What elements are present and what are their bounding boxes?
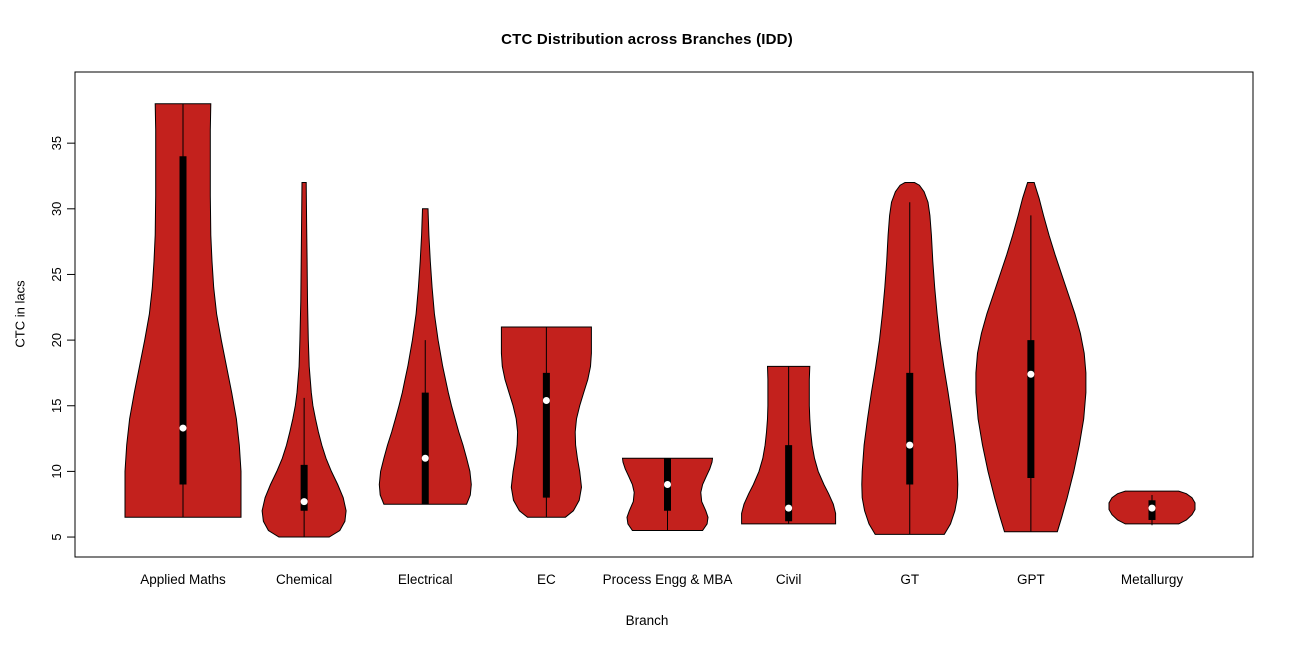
median-dot-gt bbox=[906, 441, 914, 449]
median-dot-civil bbox=[785, 504, 793, 512]
median-dot-metallurgy bbox=[1148, 504, 1156, 512]
x-category-label-chemical: Chemical bbox=[276, 572, 332, 587]
x-category-label-civil: Civil bbox=[776, 572, 802, 587]
median-dot-ec bbox=[542, 396, 550, 404]
median-dot-process-engg-mba bbox=[664, 481, 671, 489]
median-dot-electrical bbox=[421, 454, 429, 462]
violin-chemical bbox=[261, 182, 347, 538]
median-dot-applied-maths bbox=[179, 424, 187, 432]
x-category-label-electrical: Electrical bbox=[398, 572, 453, 587]
y-tick-label: 35 bbox=[49, 136, 64, 150]
y-tick-label: 20 bbox=[49, 333, 64, 347]
y-tick-label: 25 bbox=[49, 267, 64, 281]
y-tick-label: 10 bbox=[49, 464, 64, 478]
x-category-label-process-engg-mba: Process Engg & MBA bbox=[603, 572, 733, 587]
y-tick-label: 30 bbox=[49, 202, 64, 216]
median-dot-chemical bbox=[300, 498, 308, 506]
x-category-label-applied-maths: Applied Maths bbox=[140, 572, 226, 587]
y-tick-label: 15 bbox=[49, 399, 64, 413]
chart-title: CTC Distribution across Branches (IDD) bbox=[501, 31, 793, 48]
y-tick-label: 5 bbox=[49, 533, 64, 540]
x-category-label-gpt: GPT bbox=[1017, 572, 1045, 587]
x-category-label-gt: GT bbox=[900, 572, 919, 587]
x-category-label-ec: EC bbox=[537, 572, 556, 587]
x-axis-title: Branch bbox=[625, 613, 669, 628]
median-dot-gpt bbox=[1027, 370, 1035, 378]
x-category-label-metallurgy: Metallurgy bbox=[1121, 572, 1184, 587]
plot-border bbox=[74, 71, 1254, 558]
